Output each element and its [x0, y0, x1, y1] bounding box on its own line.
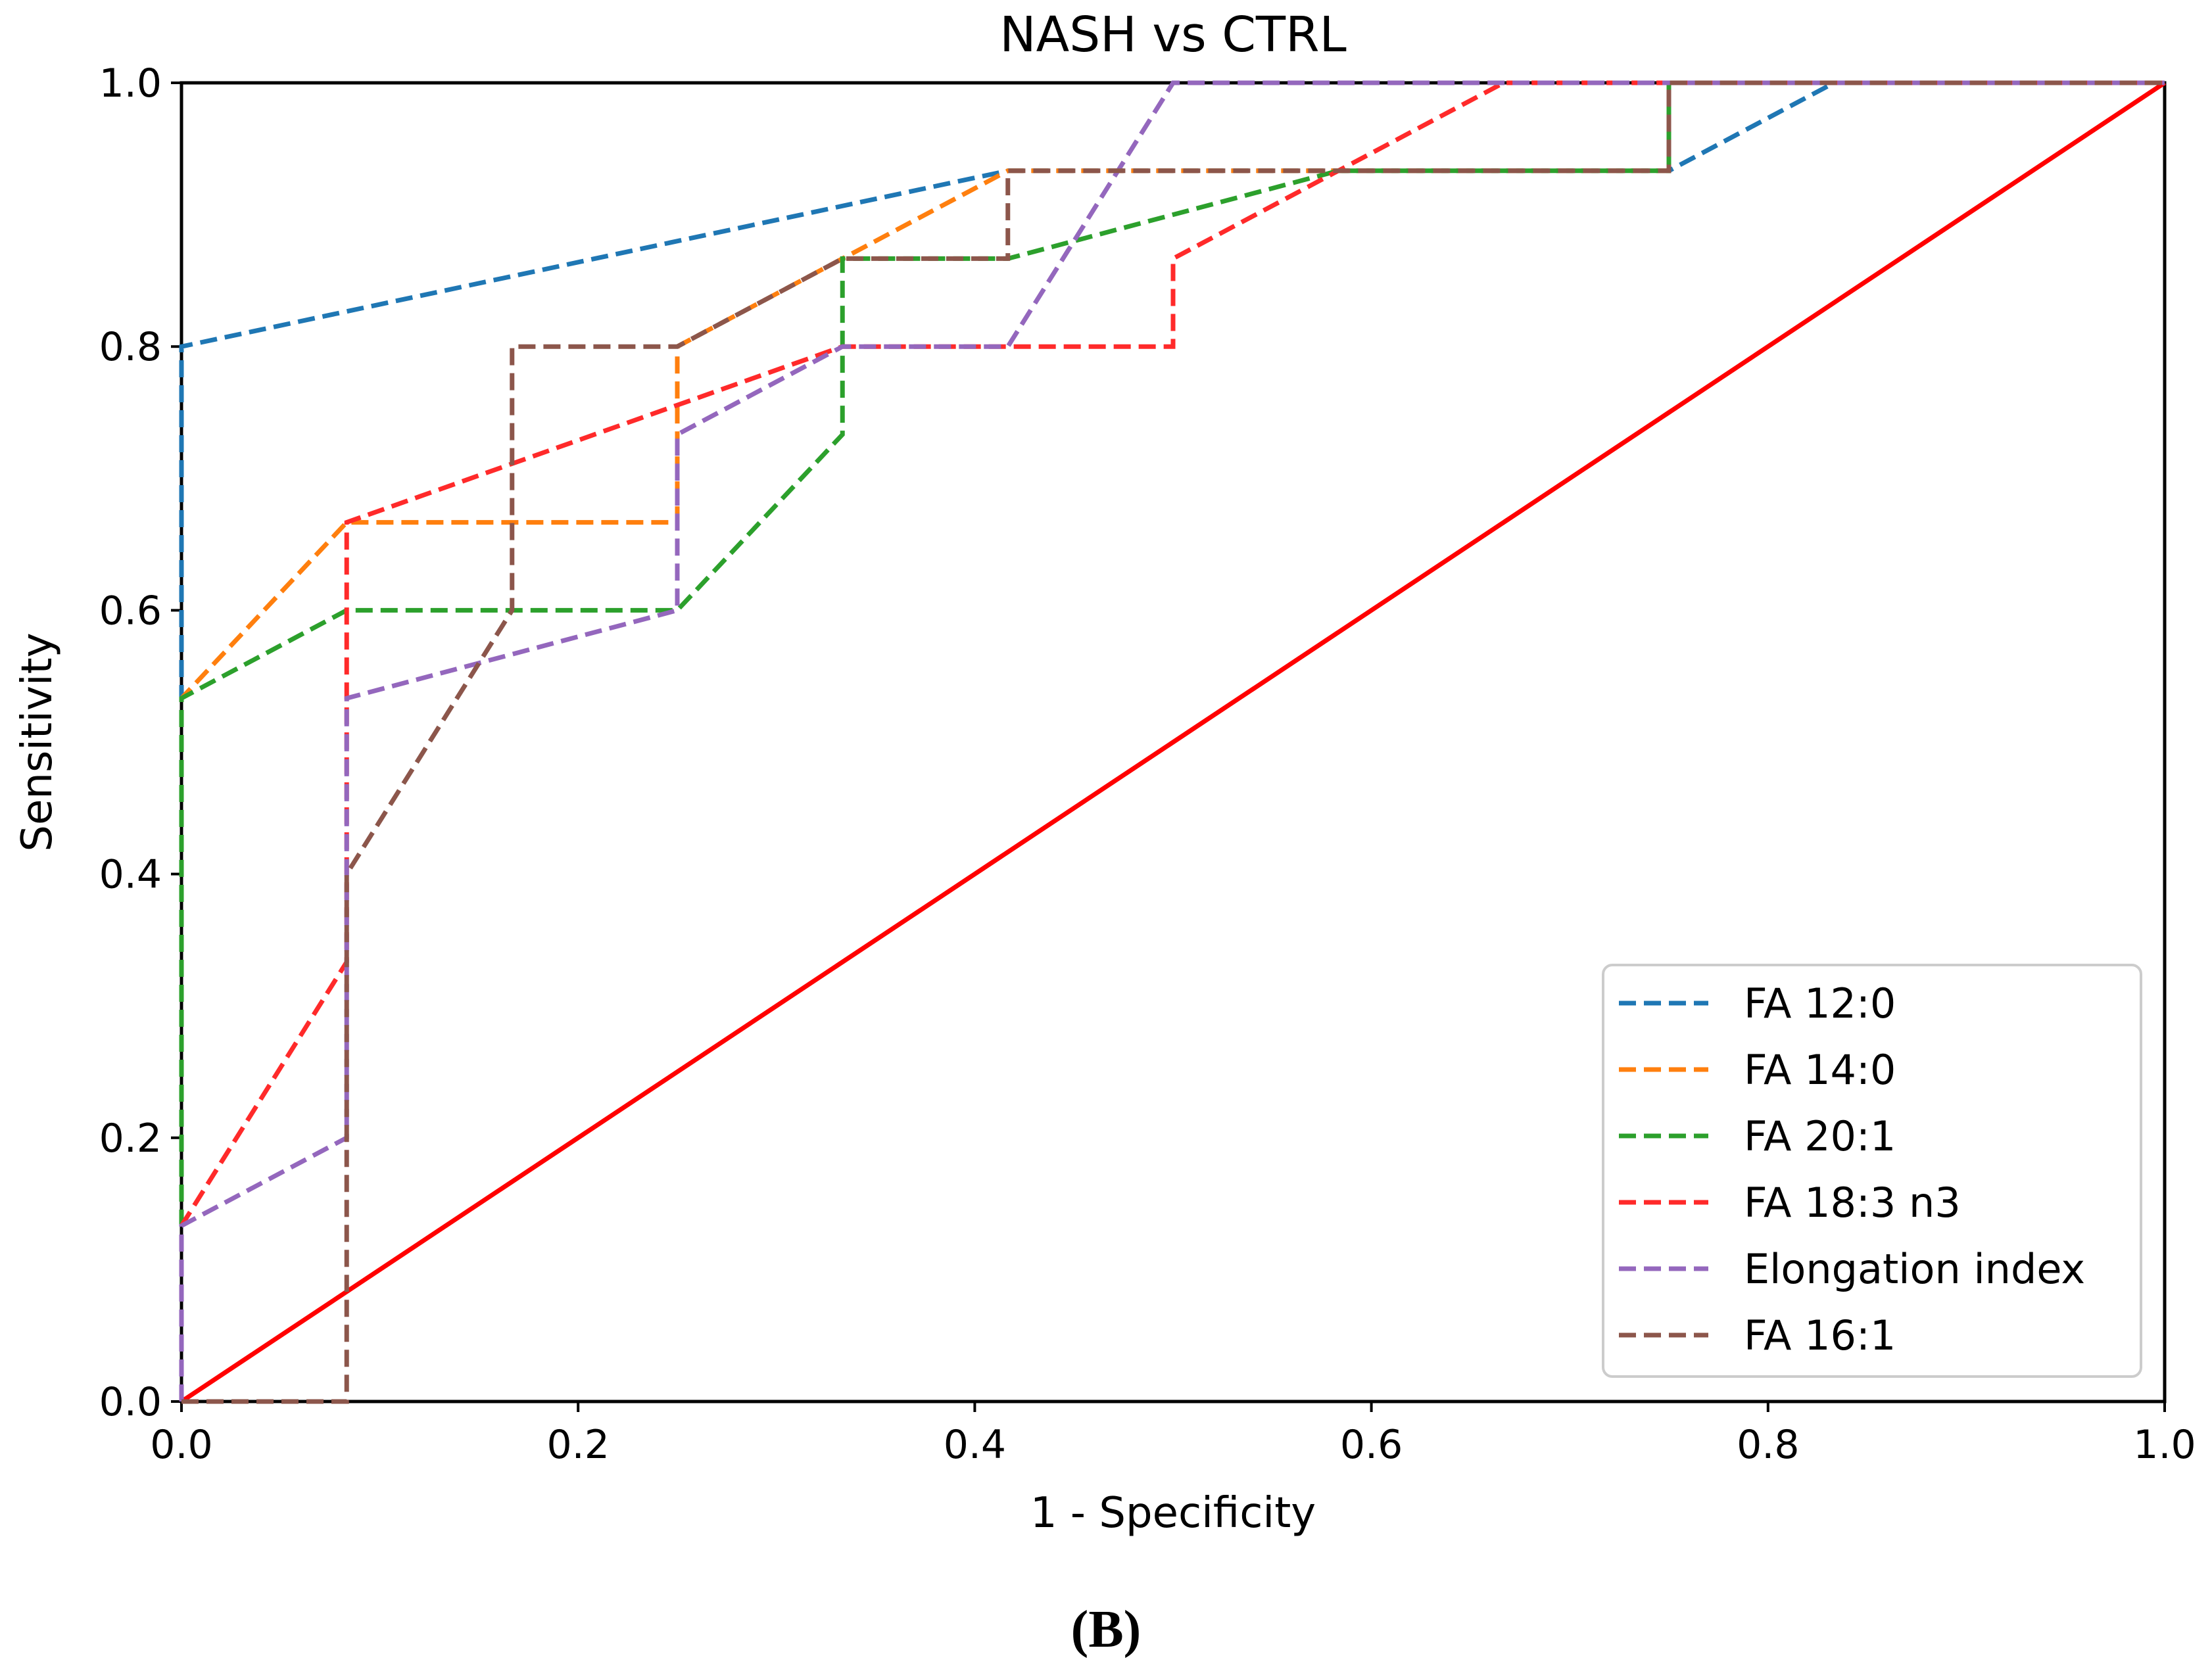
y-tick-label: 0.0 [99, 1379, 162, 1425]
x-axis-label: 1 - Specificity [1030, 1489, 1316, 1538]
axis-ticks: 0.0 0.2 0.4 0.6 0.8 1.0 0.0 0.2 0.4 0.6 0.8 1.0 [99, 60, 2196, 1468]
x-tick-label: 0.4 [944, 1422, 1006, 1468]
series-lines [179, 80, 2166, 1404]
panel-label: (B) [1071, 1601, 1142, 1659]
x-tick-label: 0.0 [150, 1422, 212, 1468]
legend-box [1602, 964, 2142, 1378]
x-tick-label: 1.0 [2133, 1422, 2196, 1468]
legend-label: FA 16:1 [1744, 1311, 1896, 1359]
chart-title: NASH vs CTRL [999, 7, 1347, 63]
x-tick-label: 0.8 [1737, 1422, 1799, 1468]
y-tick-label: 1.0 [99, 60, 162, 106]
y-axis-label: Sensitivity [13, 632, 62, 851]
x-tick-label: 0.6 [1340, 1422, 1403, 1468]
legend-label: Elongation index [1744, 1245, 2085, 1293]
y-tick-label: 0.6 [99, 588, 162, 634]
x-tick-label: 0.2 [546, 1422, 609, 1468]
legend-label: FA 14:0 [1744, 1046, 1896, 1094]
legend-label: FA 18:3 n3 [1744, 1179, 1961, 1227]
reference-diagonal-line [180, 81, 2166, 1403]
series-line-6 [181, 80, 2165, 1404]
y-tick-label: 0.8 [99, 324, 162, 370]
legend: FA 12:0 FA 14:0 FA 20:1 FA 18:3 n3 Elongatio… [1602, 964, 2142, 1378]
legend-label: FA 20:1 [1744, 1112, 1896, 1160]
y-tick-label: 0.4 [99, 852, 162, 898]
series-line-5 [179, 80, 2165, 1402]
y-tick-label: 0.2 [99, 1116, 162, 1162]
panel-letter: B [1088, 1601, 1123, 1659]
legend-label: FA 12:0 [1744, 979, 1896, 1027]
